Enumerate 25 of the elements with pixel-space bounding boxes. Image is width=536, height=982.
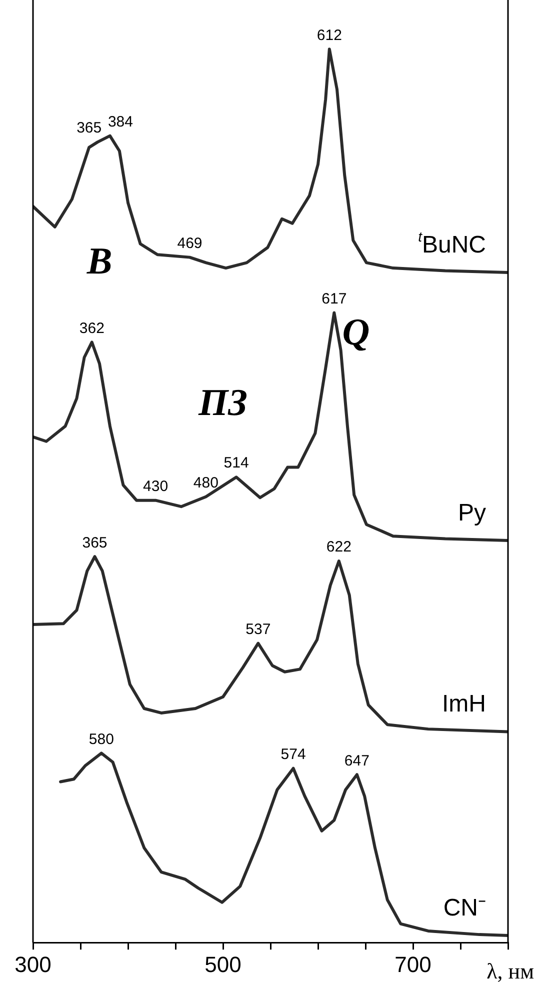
series-label: Py [458, 500, 486, 527]
annotation: B [86, 240, 112, 283]
annotation: ПЗ [198, 382, 248, 424]
x-tick-label: 300 [14, 952, 52, 977]
x-tick-label: 700 [394, 952, 432, 977]
x-tick-label: 500 [204, 952, 242, 977]
annotation: 514 [224, 454, 249, 472]
annotation: 384 [108, 113, 133, 130]
annotation: 617 [322, 290, 347, 308]
annotation: 469 [177, 234, 202, 252]
annotation: 612 [316, 26, 342, 44]
annotation: 365 [82, 534, 108, 552]
annotation: 647 [344, 752, 370, 770]
series-label: ImH [442, 690, 486, 718]
annotation: 430 [143, 478, 168, 495]
annotation: 537 [246, 620, 271, 638]
annotation: 580 [88, 730, 114, 748]
annotation: 365 [76, 120, 102, 137]
annotation: Q [342, 311, 370, 354]
annotation: 362 [79, 320, 104, 337]
series-label: CN⁻ [443, 894, 486, 922]
x-axis-title: λ, нм [486, 958, 534, 982]
annotation: 574 [280, 746, 306, 764]
annotation: 480 [193, 474, 218, 492]
annotation: 622 [326, 538, 352, 556]
